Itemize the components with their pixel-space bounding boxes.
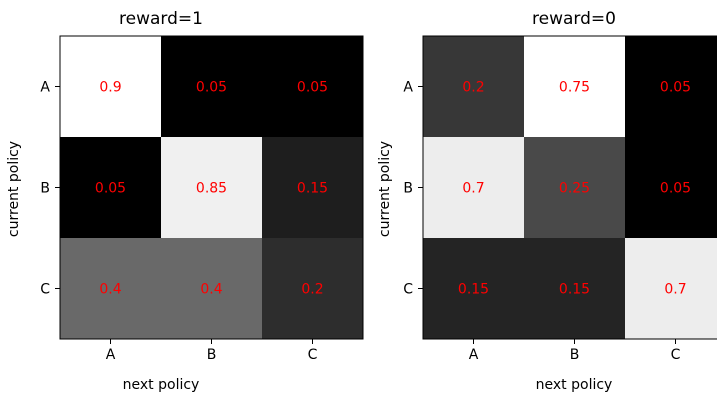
cell-value-label: 0.9 <box>99 80 121 96</box>
x-tick-label: B <box>570 347 580 363</box>
x-axis-label: next policy <box>536 377 613 392</box>
x-tick-label: A <box>106 347 116 363</box>
y-tick-label: B <box>403 181 413 197</box>
cell-value-label: 0.05 <box>95 181 126 197</box>
y-axis-label: current policy <box>377 141 393 237</box>
x-tick-label: C <box>308 347 318 363</box>
x-axis-label: next policy <box>123 377 200 392</box>
x-tick-label: A <box>469 347 479 363</box>
y-tick-label: C <box>403 282 413 298</box>
y-tick-label: A <box>40 80 50 96</box>
x-tick-label: C <box>671 347 681 363</box>
cell-value-label: 0.85 <box>196 181 227 197</box>
cell-value-label: 0.05 <box>660 80 691 96</box>
x-tick-label: B <box>207 347 217 363</box>
panel-title: reward=0 <box>532 9 616 29</box>
cell-value-label: 0.2 <box>462 80 484 96</box>
heatmap-panel-reward-1: reward=1 next policy current policy 0.9 0… <box>6 9 363 392</box>
panel-title: reward=1 <box>119 9 203 29</box>
y-tick-label: C <box>40 282 50 298</box>
cell-value-label: 0.15 <box>297 181 328 197</box>
heatmap-panel-reward-0: reward=0 next policy current policy 0.2 0… <box>377 9 717 392</box>
y-axis-label: current policy <box>6 141 22 237</box>
cell-value-label: 0.05 <box>660 181 691 197</box>
cell-value-label: 0.75 <box>559 80 590 96</box>
cell-value-label: 0.7 <box>664 282 686 298</box>
cell-value-label: 0.05 <box>196 80 227 96</box>
cell-value-label: 0.15 <box>559 282 590 298</box>
y-tick-label: B <box>40 181 50 197</box>
cell-value-label: 0.4 <box>99 282 121 298</box>
cell-value-label: 0.4 <box>200 282 222 298</box>
y-tick-label: A <box>403 80 413 96</box>
cell-value-label: 0.15 <box>458 282 489 298</box>
cell-value-label: 0.2 <box>301 282 323 298</box>
cell-value-label: 0.25 <box>559 181 590 197</box>
cell-value-label: 0.7 <box>462 181 484 197</box>
cell-value-label: 0.05 <box>297 80 328 96</box>
